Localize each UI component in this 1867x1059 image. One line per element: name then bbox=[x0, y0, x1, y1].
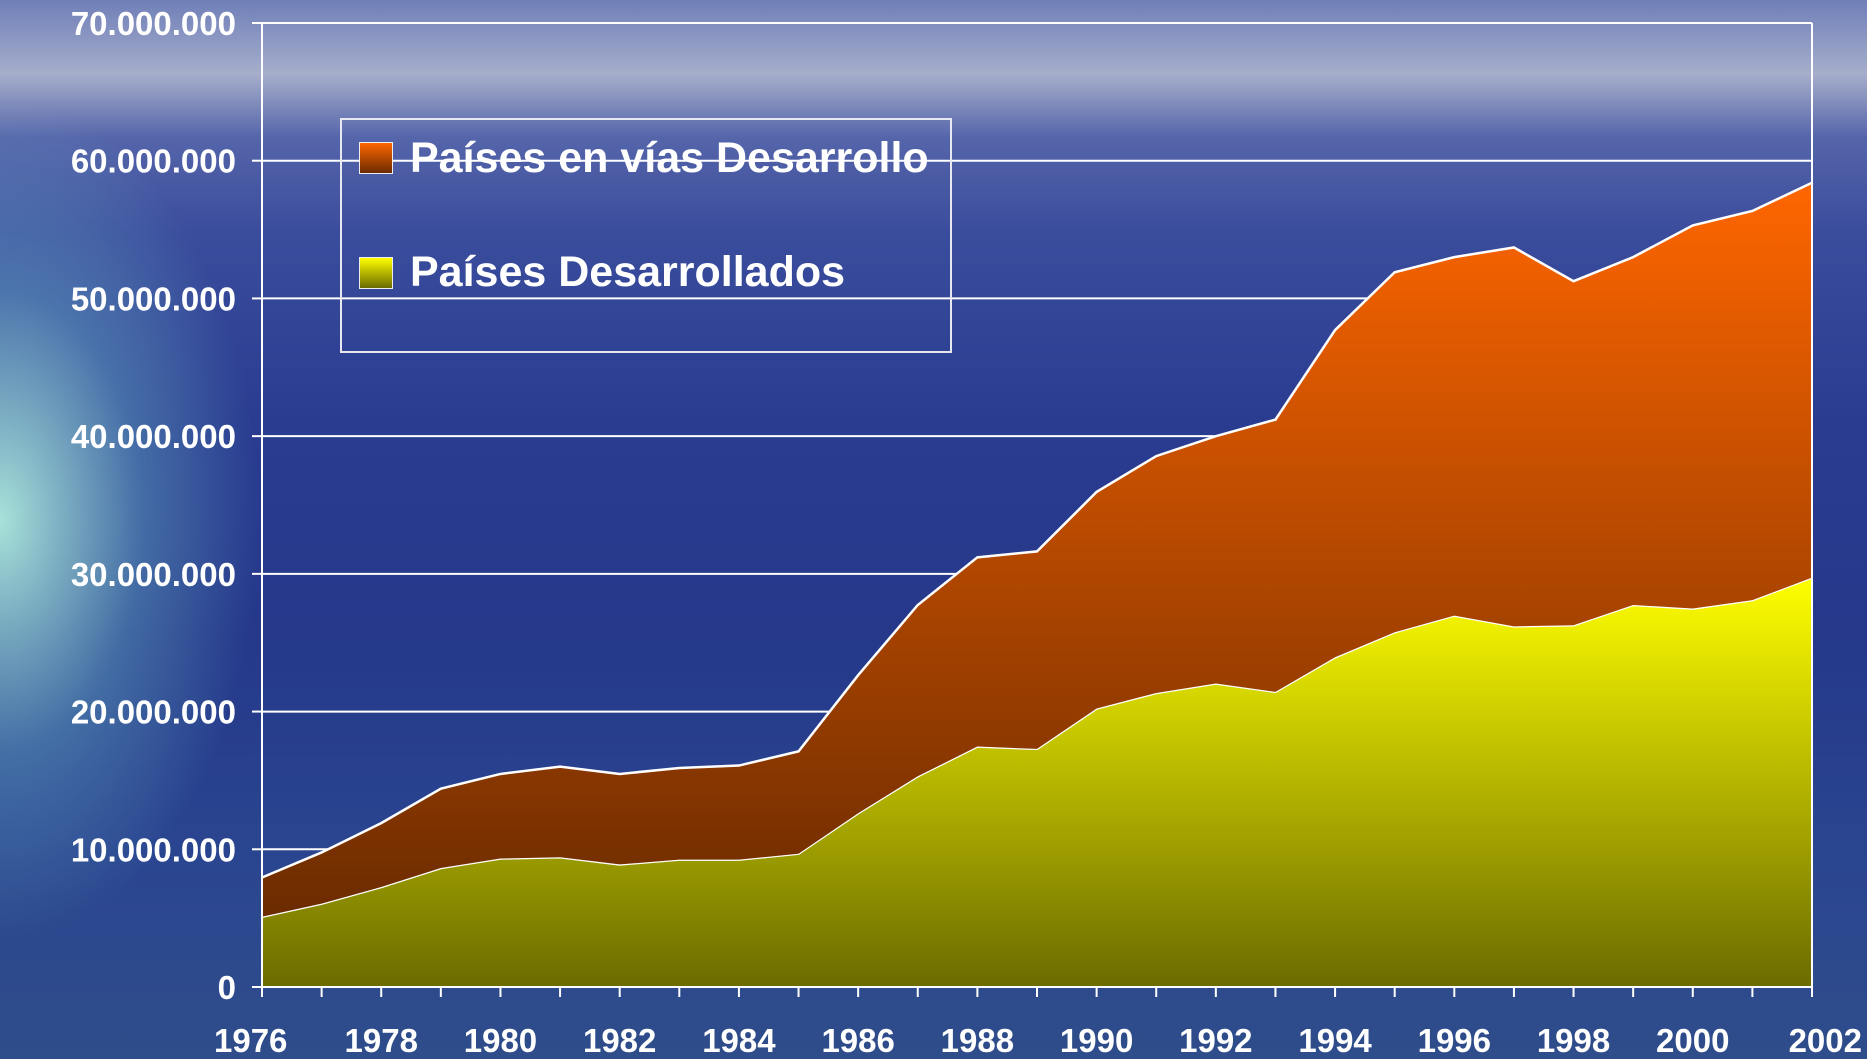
y-tick-label: 60.000.000 bbox=[71, 143, 236, 180]
x-tick-label: 1980 bbox=[464, 1022, 537, 1059]
y-tick-label: 40.000.000 bbox=[71, 418, 236, 455]
y-tick-label: 50.000.000 bbox=[71, 280, 236, 317]
x-tick-label: 1976 bbox=[214, 1022, 287, 1059]
x-tick-label: 1994 bbox=[1298, 1022, 1372, 1059]
x-tick-label: 1978 bbox=[345, 1022, 418, 1059]
x-tick-label: 1982 bbox=[583, 1022, 656, 1059]
legend: Países en vías Desarrollo Países Desarro… bbox=[340, 118, 952, 353]
legend-label: Países Desarrollados bbox=[410, 248, 846, 296]
x-tick-label: 1986 bbox=[821, 1022, 894, 1059]
area-edge bbox=[261, 181, 1813, 879]
y-tick-label: 0 bbox=[218, 969, 236, 1006]
legend-label: Países en vías Desarrollo bbox=[410, 134, 929, 182]
y-tick-label: 30.000.000 bbox=[71, 556, 236, 593]
x-tick-label: 2002 bbox=[1789, 1022, 1862, 1059]
area bbox=[262, 182, 1812, 917]
x-tick-label: 1988 bbox=[941, 1022, 1014, 1059]
x-tick-label: 1998 bbox=[1537, 1022, 1610, 1059]
x-tick-label: 2000 bbox=[1656, 1022, 1729, 1059]
x-tick-label: 1996 bbox=[1418, 1022, 1491, 1059]
y-tick-label: 70.000.000 bbox=[71, 5, 236, 42]
x-tick-label: 1990 bbox=[1060, 1022, 1133, 1059]
area bbox=[262, 577, 1812, 987]
y-tick-label: 20.000.000 bbox=[71, 694, 236, 731]
y-tick-label: 10.000.000 bbox=[71, 831, 236, 868]
legend-swatch bbox=[359, 142, 393, 174]
legend-swatch bbox=[359, 257, 393, 289]
x-tick-label: 1992 bbox=[1179, 1022, 1252, 1059]
x-tick-label: 1984 bbox=[702, 1022, 776, 1059]
